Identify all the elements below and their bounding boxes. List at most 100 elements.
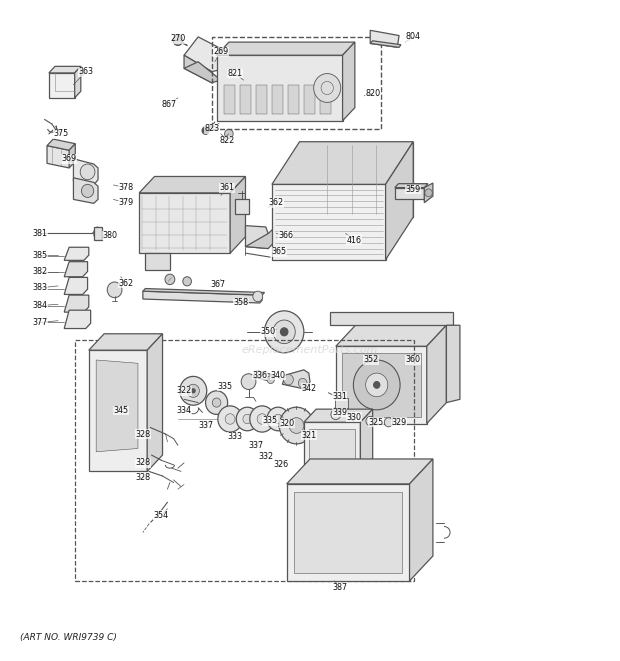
Polygon shape <box>73 178 98 204</box>
Polygon shape <box>69 143 75 168</box>
Polygon shape <box>73 159 98 185</box>
Polygon shape <box>94 227 102 240</box>
Circle shape <box>257 414 267 424</box>
Circle shape <box>353 360 400 410</box>
Circle shape <box>253 292 263 301</box>
Circle shape <box>80 164 95 180</box>
Text: 359: 359 <box>405 185 421 194</box>
Text: (ART NO. WRI9739 C): (ART NO. WRI9739 C) <box>20 633 117 642</box>
Circle shape <box>280 328 288 336</box>
Circle shape <box>267 375 275 383</box>
Polygon shape <box>282 369 310 389</box>
Circle shape <box>192 389 195 393</box>
Text: 321: 321 <box>301 431 316 440</box>
Polygon shape <box>343 42 355 121</box>
Polygon shape <box>49 66 81 73</box>
Text: 340: 340 <box>270 371 286 379</box>
Polygon shape <box>246 229 273 249</box>
Text: 336: 336 <box>252 371 267 379</box>
Polygon shape <box>230 176 246 253</box>
Polygon shape <box>304 85 315 114</box>
Text: 339: 339 <box>332 408 347 417</box>
Text: 380: 380 <box>103 231 118 240</box>
Polygon shape <box>272 85 283 114</box>
Circle shape <box>374 381 380 388</box>
Circle shape <box>202 127 209 135</box>
Polygon shape <box>272 141 413 184</box>
Text: 363: 363 <box>78 67 93 76</box>
Bar <box>75 340 414 581</box>
Polygon shape <box>427 325 446 424</box>
Polygon shape <box>424 183 433 203</box>
Text: 377: 377 <box>32 318 47 327</box>
Circle shape <box>425 189 432 197</box>
Text: 331: 331 <box>332 391 347 401</box>
Polygon shape <box>47 139 75 150</box>
Text: eReplacementParts.com: eReplacementParts.com <box>242 345 378 355</box>
Circle shape <box>298 378 307 387</box>
Polygon shape <box>240 85 251 114</box>
Polygon shape <box>143 289 265 295</box>
Text: 367: 367 <box>210 280 226 289</box>
Circle shape <box>173 35 183 46</box>
Polygon shape <box>64 295 89 312</box>
Circle shape <box>250 406 275 432</box>
Polygon shape <box>360 409 373 471</box>
Polygon shape <box>147 334 162 471</box>
Text: 360: 360 <box>405 356 421 364</box>
Text: 329: 329 <box>391 418 407 427</box>
Polygon shape <box>246 225 268 249</box>
Polygon shape <box>64 278 87 294</box>
Circle shape <box>289 418 304 434</box>
Polygon shape <box>446 325 460 403</box>
Polygon shape <box>330 312 453 325</box>
Text: 385: 385 <box>32 251 47 260</box>
Polygon shape <box>288 85 299 114</box>
Text: 328: 328 <box>135 473 151 483</box>
Polygon shape <box>64 262 87 277</box>
Polygon shape <box>336 325 446 346</box>
Circle shape <box>225 414 235 424</box>
Circle shape <box>183 277 192 286</box>
Polygon shape <box>386 141 413 260</box>
Circle shape <box>180 376 207 405</box>
Polygon shape <box>47 145 73 168</box>
Polygon shape <box>320 85 331 114</box>
Text: 334: 334 <box>177 406 192 415</box>
Text: 823: 823 <box>204 124 219 133</box>
Polygon shape <box>49 73 74 98</box>
Text: 326: 326 <box>273 460 288 469</box>
Text: 382: 382 <box>32 267 47 276</box>
Text: 366: 366 <box>278 231 293 240</box>
Bar <box>309 429 355 465</box>
Text: 384: 384 <box>32 301 47 310</box>
Circle shape <box>206 391 228 414</box>
Bar <box>335 398 348 408</box>
Text: 820: 820 <box>365 89 380 98</box>
Text: 350: 350 <box>260 327 276 336</box>
Text: 379: 379 <box>118 198 133 207</box>
Polygon shape <box>395 188 424 200</box>
Bar <box>235 200 249 214</box>
Polygon shape <box>143 292 262 303</box>
Polygon shape <box>304 409 373 422</box>
Text: 383: 383 <box>32 284 47 292</box>
Polygon shape <box>184 61 221 83</box>
Polygon shape <box>74 66 81 98</box>
Polygon shape <box>216 42 355 56</box>
Circle shape <box>81 184 94 198</box>
Polygon shape <box>216 56 343 121</box>
Polygon shape <box>96 360 138 451</box>
Text: 328: 328 <box>135 430 151 438</box>
Text: 362: 362 <box>118 279 133 288</box>
Circle shape <box>236 407 259 431</box>
Polygon shape <box>64 247 89 260</box>
Text: 361: 361 <box>219 183 234 192</box>
Circle shape <box>218 406 242 432</box>
Circle shape <box>279 407 314 444</box>
Polygon shape <box>139 176 246 193</box>
Polygon shape <box>224 85 235 114</box>
Polygon shape <box>272 184 386 260</box>
Text: 270: 270 <box>170 34 185 44</box>
Polygon shape <box>64 310 91 329</box>
